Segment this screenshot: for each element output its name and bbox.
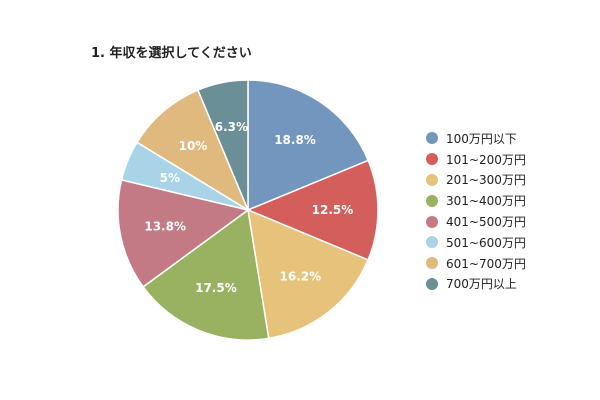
legend-label-3: 201~300万円 [446,173,526,188]
legend-item-4[interactable]: 301~400万円 [426,190,526,211]
slice-value-label-4: 17.5% [195,281,237,295]
legend-swatch-6 [426,236,438,249]
slice-value-label-1: 18.8% [274,133,316,147]
slice-value-label-7: 10% [179,139,208,153]
legend-swatch-1 [426,132,438,145]
legend-swatch-8 [426,277,438,290]
slice-value-label-2: 12.5% [312,203,354,217]
pie-slice-labels: 18.8% 12.5% 16.2% 17.5% 13.8% 5% 10% 6.3% [144,120,353,295]
legend-swatch-2 [426,153,438,166]
legend-swatch-4 [426,194,438,207]
slice-value-label-5: 13.8% [144,220,186,234]
pie-slice-1[interactable] [247,79,370,212]
legend-swatch-5 [426,215,438,228]
legend-swatch-7 [426,257,438,270]
legend-label-6: 501~600万円 [446,235,526,250]
legend-item-1[interactable]: 100万円以下 [426,128,526,149]
legend-item-6[interactable]: 501~600万円 [426,232,526,253]
slice-value-label-8: 6.3% [215,120,248,134]
legend-label-8: 700万円以上 [446,277,517,292]
legend-item-7[interactable]: 601~700万円 [426,253,526,274]
pie-slice-7[interactable] [135,89,250,212]
pie-slice-2[interactable] [246,159,379,261]
pie-slice-5[interactable] [117,178,250,288]
pie-slice-8[interactable] [196,79,249,211]
pie-slices [117,79,379,341]
legend-label-5: 401~500万円 [446,215,526,230]
legend: 100万円以下 101~200万円 201~300万円 301~400万円 401~50… [426,128,526,294]
legend-label-1: 100万円以下 [446,131,517,146]
pie-slice-4[interactable] [142,208,270,341]
chart-title: 1. 年収を選択してください [91,46,252,61]
slice-value-label-3: 16.2% [280,269,322,283]
legend-item-5[interactable]: 401~500万円 [426,211,526,232]
legend-item-2[interactable]: 101~200万円 [426,149,526,170]
legend-item-3[interactable]: 201~300万円 [426,170,526,191]
pie-slice-3[interactable] [247,208,370,340]
legend-swatch-3 [426,173,438,186]
legend-label-4: 301~400万円 [446,194,526,209]
legend-label-2: 101~200万円 [446,152,526,167]
slice-value-label-6: 5% [160,171,180,185]
legend-item-8[interactable]: 700万円以上 [426,274,526,295]
legend-label-7: 601~700万円 [446,256,526,271]
